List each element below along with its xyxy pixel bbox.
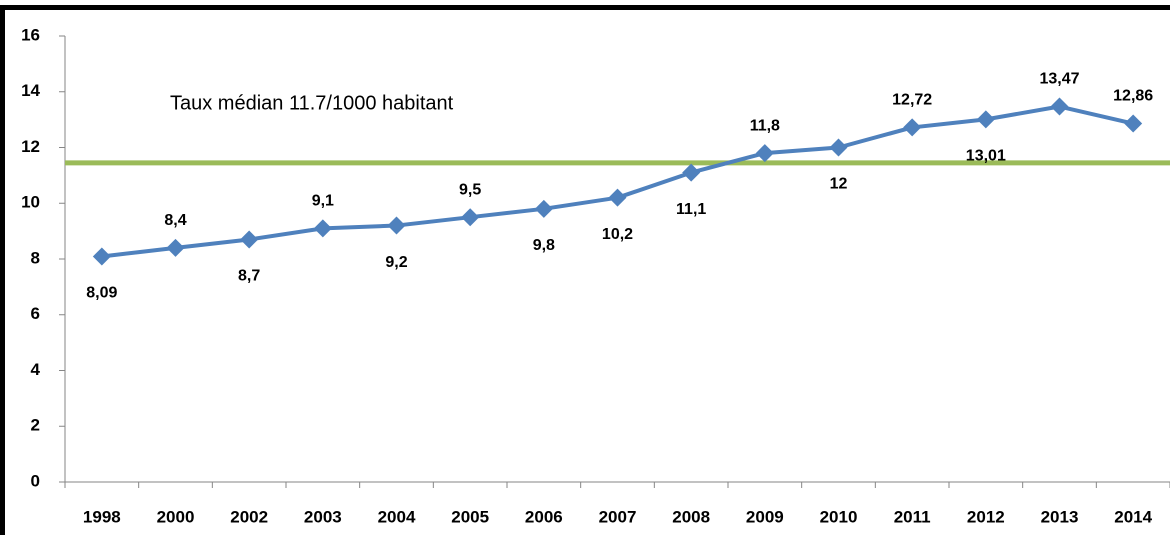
x-tick-label: 2002 xyxy=(230,507,268,526)
data-label: 8,7 xyxy=(238,268,260,285)
x-tick-label: 2013 xyxy=(1041,507,1079,526)
x-tick-label: 2006 xyxy=(525,507,563,526)
y-tick-label: 10 xyxy=(21,193,40,212)
data-label: 8,4 xyxy=(164,212,186,229)
data-label: 9,8 xyxy=(533,237,555,254)
x-tick-label: 2008 xyxy=(672,507,710,526)
data-label: 11,8 xyxy=(750,117,780,134)
marker xyxy=(1124,114,1143,133)
data-label: 9,5 xyxy=(459,181,481,198)
x-tick-label: 2014 xyxy=(1114,507,1152,526)
marker xyxy=(608,188,627,207)
x-tick-label: 2007 xyxy=(599,507,637,526)
marker xyxy=(755,144,774,163)
data-label: 13,47 xyxy=(1039,71,1079,88)
y-tick-label: 6 xyxy=(31,304,40,323)
y-tick-label: 2 xyxy=(31,416,40,435)
x-tick-label: 2011 xyxy=(894,507,931,526)
marker xyxy=(240,230,259,249)
data-label: 12,86 xyxy=(1113,88,1153,105)
marker xyxy=(313,219,332,238)
data-label: 10,2 xyxy=(602,226,633,243)
y-tick-label: 4 xyxy=(31,360,41,379)
data-label: 9,2 xyxy=(385,254,407,271)
data-label: 11,1 xyxy=(676,201,706,218)
marker xyxy=(903,118,922,137)
x-tick-label: 2009 xyxy=(746,507,784,526)
x-tick-label: 2005 xyxy=(451,507,489,526)
data-label: 13,01 xyxy=(966,148,1006,165)
marker xyxy=(829,138,848,157)
data-label: 8,09 xyxy=(86,285,117,302)
y-tick-label: 8 xyxy=(31,248,40,267)
marker xyxy=(387,216,406,235)
x-tick-label: 1998 xyxy=(83,507,121,526)
y-tick-label: 12 xyxy=(21,137,40,156)
x-tick-label: 2004 xyxy=(378,507,416,526)
marker xyxy=(166,238,185,257)
data-label: 9,1 xyxy=(312,193,334,210)
marker xyxy=(1050,97,1069,116)
marker xyxy=(682,163,701,182)
y-tick-label: 16 xyxy=(21,25,40,44)
x-tick-label: 2012 xyxy=(967,507,1005,526)
marker xyxy=(461,208,480,227)
marker xyxy=(534,199,553,218)
data-label: 12 xyxy=(830,176,848,193)
x-tick-label: 2003 xyxy=(304,507,342,526)
x-tick-label: 2000 xyxy=(157,507,195,526)
data-label: 12,72 xyxy=(892,92,932,109)
y-tick-label: 14 xyxy=(21,81,40,100)
marker xyxy=(976,110,995,129)
y-tick-label: 0 xyxy=(31,471,40,490)
marker xyxy=(92,247,111,266)
annotation: Taux médian 11.7/1000 habitant xyxy=(170,92,454,114)
x-tick-label: 2010 xyxy=(820,507,858,526)
